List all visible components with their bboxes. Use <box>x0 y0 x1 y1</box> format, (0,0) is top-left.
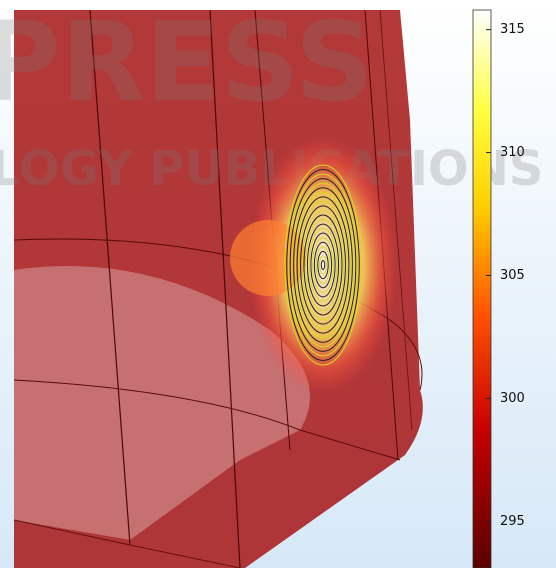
tick-label: 315 <box>500 22 525 37</box>
tick-label: 295 <box>500 514 525 529</box>
tick-label: 310 <box>500 145 525 160</box>
simulation-view: PRESS LOGY PUBLICATIONS 295300305310315 <box>0 0 556 568</box>
colorbar <box>473 10 491 568</box>
tick-label: 300 <box>500 391 525 406</box>
watermark-text: PRESS <box>0 0 374 126</box>
tick-label: 305 <box>500 268 525 283</box>
